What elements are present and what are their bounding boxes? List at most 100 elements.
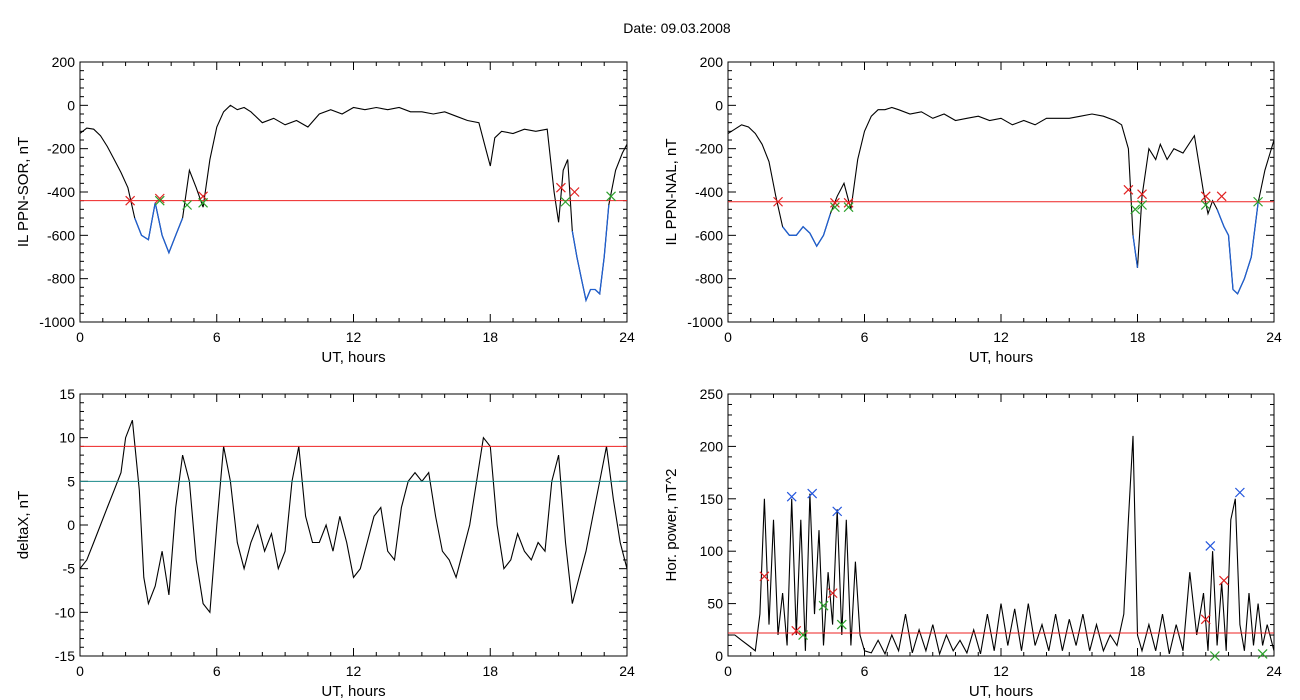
event-marker	[606, 191, 616, 202]
event-marker	[1257, 648, 1268, 659]
x-tick-label: 24	[619, 329, 635, 345]
marker-stroke	[830, 197, 840, 208]
marker-stroke	[555, 182, 566, 193]
event-marker	[1205, 541, 1216, 551]
marker-stroke	[818, 600, 829, 611]
figure-title: Date: 09.03.2008	[623, 20, 731, 36]
marker-stroke	[1130, 204, 1141, 215]
x-tick-label: 18	[482, 329, 498, 345]
y-tick-label: -200	[695, 141, 723, 157]
event-marker	[1200, 191, 1211, 202]
event-marker	[198, 197, 208, 208]
marker-stroke	[1200, 614, 1211, 625]
plot-data-area	[80, 420, 627, 614]
x-tick-label: 0	[724, 663, 732, 679]
x-tick-label: 24	[1266, 663, 1282, 679]
marker-stroke	[832, 506, 843, 517]
marker-stroke	[1123, 184, 1134, 195]
plot-frame	[727, 61, 1275, 323]
x-tick-label: 18	[482, 663, 498, 679]
data-series-line	[728, 106, 1274, 295]
x-axis-label: UT, hours	[969, 349, 1033, 366]
y-tick-label: -5	[63, 561, 76, 577]
marker-stroke	[125, 195, 136, 206]
event-marker	[1137, 200, 1147, 210]
marker-stroke	[827, 588, 838, 599]
event-marker	[807, 488, 818, 499]
x-tick-label: 6	[861, 663, 869, 679]
marker-stroke	[1209, 651, 1220, 661]
event-marker	[1253, 196, 1263, 207]
marker-stroke	[1200, 191, 1211, 202]
x-tick-label: 0	[724, 329, 732, 345]
below-threshold-segment	[1132, 235, 1139, 268]
event-marker	[759, 571, 770, 582]
y-tick-label: -800	[47, 271, 75, 287]
data-series-line	[728, 435, 1274, 656]
y-tick-label: 0	[67, 517, 75, 533]
event-marker	[830, 202, 840, 213]
marker-stroke	[1216, 191, 1227, 202]
marker-stroke	[830, 202, 840, 213]
marker-stroke	[154, 193, 165, 204]
event-marker	[773, 196, 783, 207]
marker-stroke	[1205, 541, 1216, 551]
chart-deltax: 0 6 12 18 24 -15 -10 -5 0 5 10 15 UT, hours deltaX, n…	[15, 386, 635, 700]
y-axis-label: IL PPN-SOR, nT	[15, 137, 32, 247]
marker-stroke	[1200, 200, 1211, 210]
event-marker	[818, 600, 829, 611]
y-tick-label: -15	[55, 648, 75, 664]
marker-stroke	[791, 625, 802, 636]
y-tick-label: -400	[47, 184, 75, 200]
below-threshold-segment	[571, 204, 610, 303]
marker-stroke	[1234, 487, 1245, 498]
event-marker	[154, 193, 165, 204]
event-marker	[843, 202, 854, 213]
event-marker	[560, 196, 571, 207]
plot-data-area	[728, 106, 1274, 295]
x-tick-label: 24	[1266, 329, 1282, 345]
event-marker	[1200, 200, 1211, 210]
y-tick-label: 0	[715, 648, 723, 664]
y-tick-label: -600	[47, 227, 75, 243]
plot-frame	[79, 61, 628, 323]
y-tick-label: -800	[695, 271, 723, 287]
plot-data-area	[80, 104, 627, 303]
event-marker	[786, 491, 797, 502]
x-tick-label: 0	[76, 663, 84, 679]
y-tick-label: 15	[59, 386, 75, 402]
x-tick-label: 18	[1130, 663, 1146, 679]
x-axis-label: UT, hours	[321, 349, 385, 366]
marker-stroke	[1219, 575, 1229, 586]
y-tick-label: -400	[695, 184, 723, 200]
below-threshold-segment	[134, 202, 184, 255]
y-axis-label: Hor. power, nT^2	[663, 469, 680, 582]
marker-stroke	[198, 197, 208, 208]
x-tick-label: 6	[213, 663, 221, 679]
marker-stroke	[1137, 189, 1147, 200]
marker-stroke	[843, 202, 854, 213]
event-marker	[830, 197, 840, 208]
event-marker	[1216, 191, 1227, 202]
y-tick-label: 100	[700, 543, 724, 559]
event-marker	[569, 187, 580, 197]
marker-stroke	[560, 196, 571, 207]
x-tick-label: 12	[993, 663, 1009, 679]
marker-stroke	[569, 187, 580, 197]
event-marker	[1130, 204, 1141, 215]
y-tick-label: 250	[700, 386, 724, 402]
marker-stroke	[798, 630, 808, 640]
y-tick-label: 200	[52, 54, 76, 70]
y-tick-label: 150	[700, 491, 724, 507]
below-threshold-segment	[782, 213, 832, 248]
x-tick-label: 12	[346, 663, 362, 679]
marker-stroke	[807, 488, 818, 499]
event-marker	[1234, 487, 1245, 498]
marker-stroke	[1137, 200, 1147, 210]
y-tick-label: 0	[715, 97, 723, 113]
chart-il-sor: 0 6 12 18 24 -1000 -800 -600 -400 -200 0 200 UT, hou…	[15, 54, 635, 366]
y-tick-label: -1000	[687, 314, 723, 330]
event-marker	[1137, 189, 1147, 200]
marker-stroke	[154, 195, 165, 206]
